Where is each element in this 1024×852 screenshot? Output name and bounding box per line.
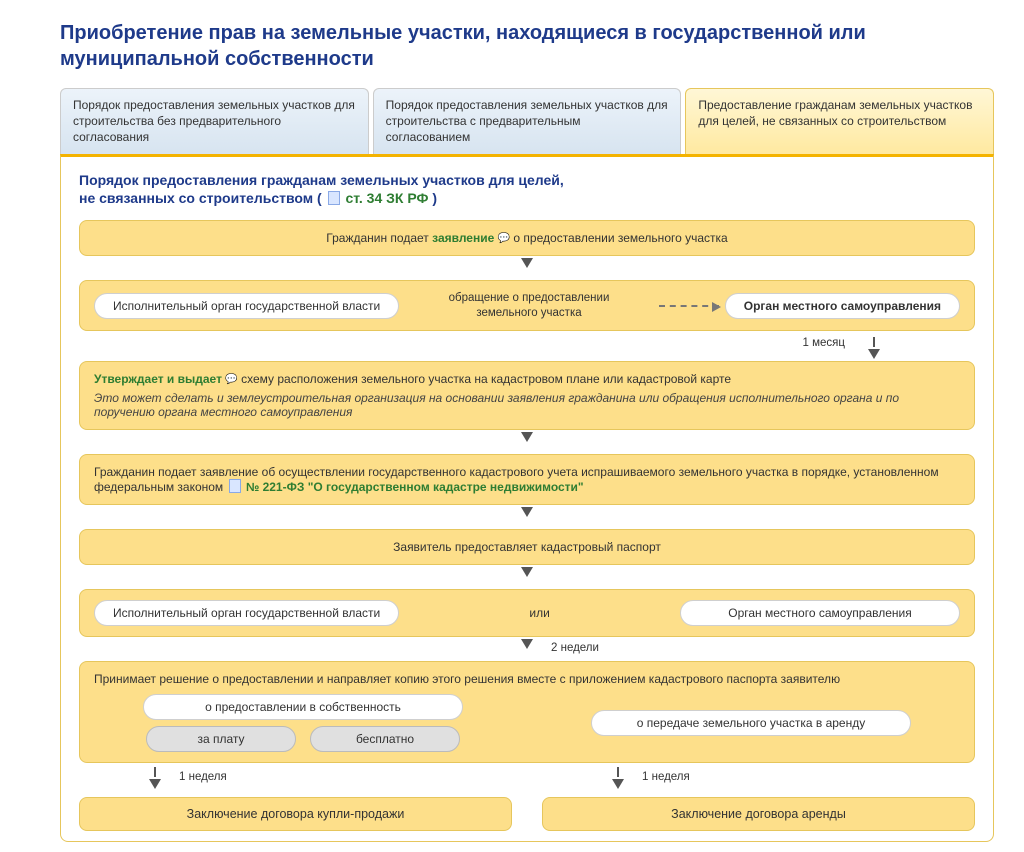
arrow-4 [79,571,975,589]
week-left: 1 неделя [179,771,227,783]
subtitle-law[interactable]: ст. 34 ЗК РФ [345,190,428,206]
week-arrow-left [149,767,161,789]
flow-content: Порядок предоставления гражданам земельн… [60,154,994,843]
step2-lead: Утверждает и выдает [94,372,222,386]
final-left: Заключение договора купли-продажи [79,797,512,831]
decision-right: о передаче земельного участка в аренду [542,694,960,752]
subtitle-line2b: ) [432,190,437,206]
or-right: Орган местного самоуправления [680,600,960,626]
month-arrow [868,337,880,359]
page-title: Приобретение прав на земельные участки, … [60,20,994,72]
step1-link[interactable]: заявление [432,231,494,245]
step1-prefix: Гражданин подает [326,231,429,245]
doc-icon [328,191,340,205]
tab-1[interactable]: Порядок предоставления земельных участко… [60,88,369,154]
decision-block: Принимает решение о предоставлении и нап… [79,661,975,763]
arrow-2 [79,436,975,454]
tab-2[interactable]: Порядок предоставления земельных участко… [373,88,682,154]
week-row: 1 неделя 1 неделя [79,769,975,795]
month-row: 1 месяц [79,337,975,359]
step-3: Гражданин подает заявление об осуществле… [79,454,975,505]
page: Приобретение прав на земельные участки, … [0,0,1024,852]
week-right: 1 неделя [642,771,690,783]
split-left: Исполнительный орган государственной вла… [94,293,399,319]
or-block: Исполнительный орган государственной вла… [79,589,975,637]
or-mid: или [529,606,549,620]
month-label: 1 месяц [803,337,845,349]
decision-lead: Принимает решение о предоставлении и нап… [94,672,960,686]
split-mid2: земельного участка [405,306,653,320]
arrow-1 [79,262,975,280]
decision-left: о предоставлении в собственность за плат… [94,694,512,752]
left-b: бесплатно [310,726,460,752]
left-a: за плату [146,726,296,752]
step3-law[interactable]: № 221-ФЗ "О государственном кадастре нед… [246,480,584,494]
week-arrow-right [612,767,624,789]
tabs: Порядок предоставления земельных участко… [60,88,994,154]
step-1: Гражданин подает заявление о предоставле… [79,220,975,256]
two-weeks: 2 недели [551,642,599,654]
split-mid1: обращение о предоставлении [405,291,653,305]
chat-icon-2 [225,372,237,386]
tab-3[interactable]: Предоставление гражданам земельных участ… [685,88,994,154]
subtitle: Порядок предоставления гражданам земельн… [79,171,975,209]
or-left: Исполнительный орган государственной вла… [94,600,399,626]
doc-icon-2 [229,479,241,493]
step-2: Утверждает и выдает схему расположения з… [79,361,975,430]
dashed-arrow [659,305,719,307]
step4-text: Заявитель предоставляет кадастровый пасп… [393,540,661,554]
arrow-3 [79,511,975,529]
split-block: Исполнительный орган государственной вла… [79,280,975,331]
split-mid: обращение о предоставлении земельного уч… [405,291,653,320]
final-right: Заключение договора аренды [542,797,975,831]
right-head: о передаче земельного участка в аренду [591,710,911,736]
step2-note: Это может сделать и землеустроительная о… [94,391,960,419]
final-row: Заключение договора купли-продажи Заключ… [79,797,975,831]
split-right: Орган местного самоуправления [725,293,960,319]
step-4: Заявитель предоставляет кадастровый пасп… [79,529,975,565]
step2-rest: схему расположения земельного участка на… [241,372,731,386]
left-head: о предоставлении в собственность [143,694,463,720]
chat-icon [498,231,510,245]
subtitle-line1: Порядок предоставления гражданам земельн… [79,172,564,188]
subtitle-line2a: не связанных со строительством ( [79,190,322,206]
arrow-5: 2 недели [79,643,975,661]
step1-suffix: о предоставлении земельного участка [513,231,727,245]
